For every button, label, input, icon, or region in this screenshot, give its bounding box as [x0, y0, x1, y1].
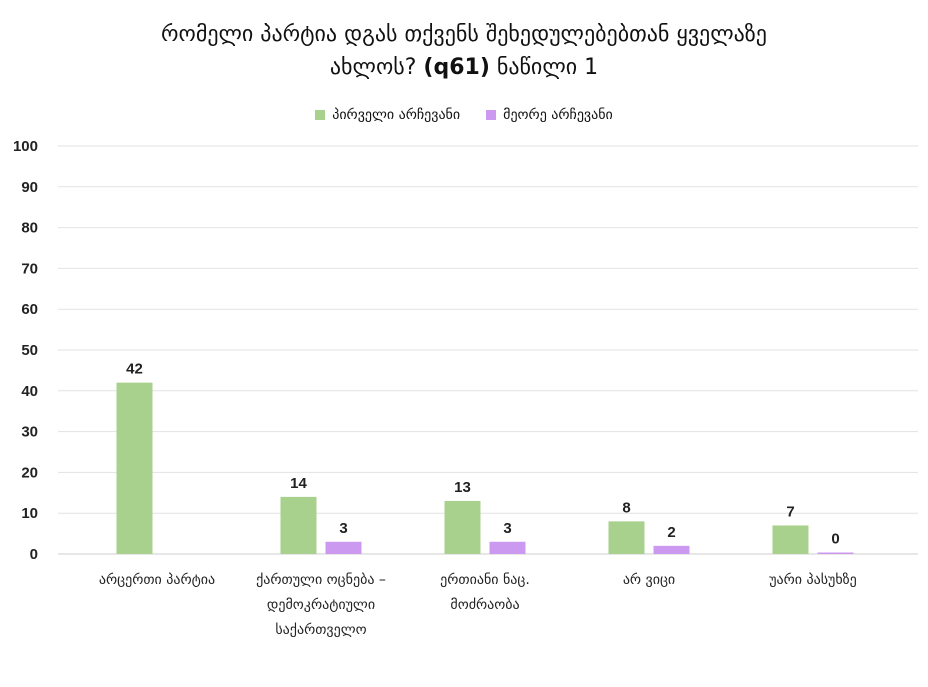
category-label-5-line-1: უარი პასუხზე	[769, 571, 857, 588]
legend-label-second-choice: მეორე არჩევანი	[503, 107, 613, 123]
data-label-series2-cat4: 2	[667, 524, 675, 541]
category-label-2-line-2: დემოკრატიული	[267, 596, 375, 613]
bar-series1-cat3	[444, 500, 481, 554]
category-label-3-line-1: ერთიანი ნაც.	[440, 571, 530, 588]
bar-series1-cat1	[116, 382, 153, 554]
y-tick-label-70: 70	[21, 260, 38, 277]
chart-title-suffix: ნაწილი 1	[489, 55, 599, 80]
y-tick-label-10: 10	[21, 505, 38, 522]
bar-series2-cat2	[325, 541, 362, 554]
y-tick-label-90: 90	[21, 179, 38, 196]
data-label-series1-cat3: 13	[454, 479, 471, 496]
bar-series1-cat4	[608, 521, 645, 554]
category-label-2-line-1: ქართული ოცნება –	[256, 571, 386, 588]
bar-series2-cat3	[489, 541, 526, 554]
category-label-1-line-1: არცერთი პარტია	[99, 571, 215, 588]
bar-series2-cat4	[653, 545, 690, 554]
category-label-4-line-1: არ ვიცი	[623, 571, 675, 588]
data-label-series1-cat1: 42	[126, 361, 143, 378]
chart-title-line-1: რომელი პარტია დგას თქვენს შეხედულებებთან…	[161, 22, 767, 47]
chart-title-prefix: ახლოს?	[329, 55, 424, 80]
data-label-series1-cat2: 14	[290, 475, 307, 492]
data-label-series1-cat4: 8	[622, 499, 630, 516]
bar-series2-cat5	[817, 552, 854, 554]
legend-swatch-first-choice	[315, 110, 326, 120]
y-tick-label-100: 100	[13, 138, 38, 155]
bar-series1-cat2	[280, 496, 317, 554]
data-label-series2-cat5: 0	[831, 531, 839, 548]
chart-title: რომელი პარტია დგას თქვენს შეხედულებებთან…	[0, 18, 928, 84]
data-label-series2-cat3: 3	[503, 520, 511, 537]
y-tick-label-20: 20	[21, 464, 38, 481]
y-tick-label-40: 40	[21, 383, 38, 400]
y-tick-label-50: 50	[21, 342, 38, 359]
bar-series1-cat5	[772, 525, 809, 554]
y-tick-label-60: 60	[21, 301, 38, 318]
chart-title-line-2: ახლოს? (q61) ნაწილი 1	[0, 51, 928, 84]
y-tick-label-80: 80	[21, 220, 38, 237]
chart-title-question-code: (q61)	[423, 55, 490, 80]
legend-item-first-choice: პირველი არჩევანი	[315, 107, 460, 123]
category-label-3-line-2: მოძრაობა	[450, 596, 519, 613]
legend-label-first-choice: პირველი არჩევანი	[332, 107, 461, 123]
legend-item-second-choice: მეორე არჩევანი	[486, 107, 613, 123]
chart-legend: პირველი არჩევანი მეორე არჩევანი	[0, 107, 928, 123]
category-label-2-line-3: საქართველო	[275, 621, 366, 638]
y-tick-label-30: 30	[21, 424, 38, 441]
legend-swatch-second-choice	[486, 110, 497, 120]
y-tick-label-0: 0	[30, 546, 38, 563]
data-label-series1-cat5: 7	[786, 503, 794, 520]
data-label-series2-cat2: 3	[339, 520, 347, 537]
